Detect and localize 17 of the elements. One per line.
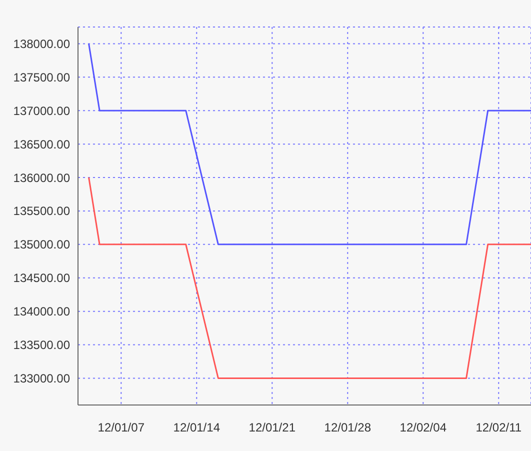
y-tick-label: 137500.00 xyxy=(13,70,70,84)
x-tick-label: 12/01/14 xyxy=(173,420,220,435)
y-tick-label: 136000.00 xyxy=(13,170,70,185)
y-tick-label: 134000.00 xyxy=(13,304,70,319)
y-tick-label: 138000.00 xyxy=(13,36,70,51)
y-tick-label: 134500.00 xyxy=(13,271,70,286)
y-tick-label: 133500.00 xyxy=(13,338,70,352)
x-tick-label: 12/01/07 xyxy=(98,420,145,435)
y-tick-label: 135000.00 xyxy=(13,238,70,252)
y-tick-label: 136500.00 xyxy=(13,137,70,152)
y-tick-label: 137000.00 xyxy=(13,104,70,118)
x-tick-label: 12/01/21 xyxy=(248,420,296,435)
y-tick-label: 133000.00 xyxy=(13,372,70,386)
x-tick-label: 12/01/28 xyxy=(324,420,372,435)
x-tick-label: 12/02/11 xyxy=(476,420,522,435)
y-tick-label: 135500.00 xyxy=(13,204,70,218)
x-tick-label: 12/02/04 xyxy=(400,420,447,435)
